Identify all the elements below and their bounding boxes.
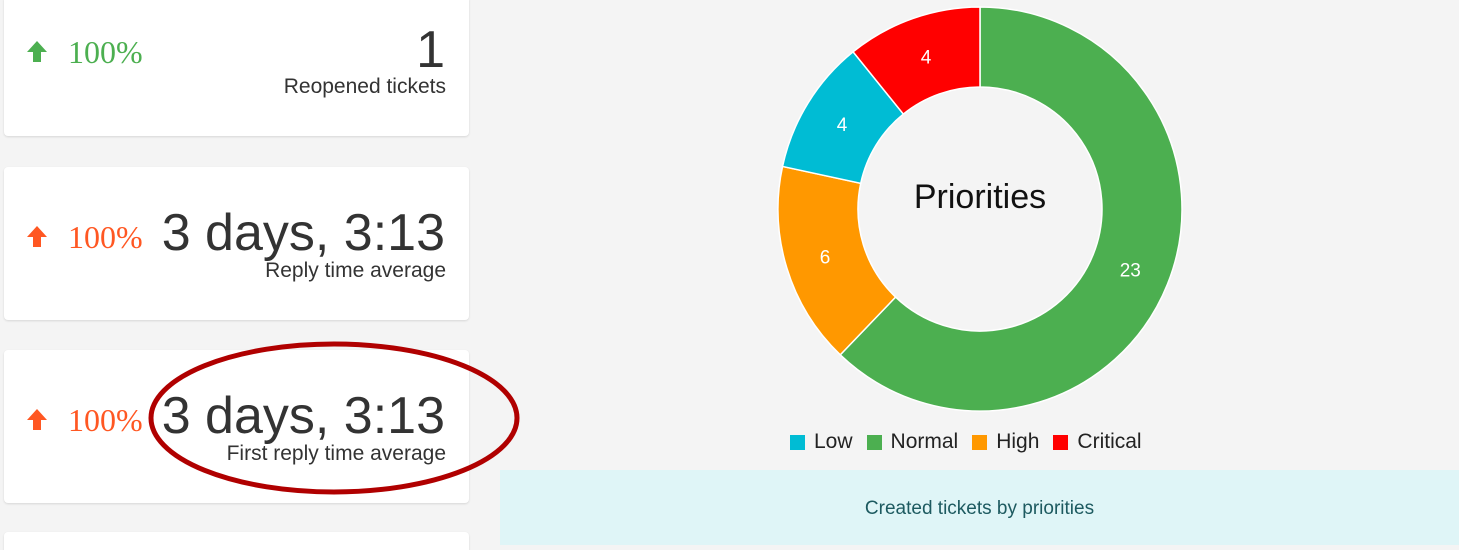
stat-label: Reopened tickets: [283, 75, 446, 98]
trend-percent: 100%: [68, 219, 143, 255]
arrow-up-icon: [27, 41, 47, 62]
trend-indicator: 100%: [26, 404, 143, 436]
slice-label-normal: 23: [1120, 260, 1141, 281]
legend-swatch: [866, 434, 882, 450]
legend-label: Critical: [1077, 430, 1142, 453]
legend-item-low[interactable]: Low: [790, 430, 853, 454]
chart-caption-bar: Created tickets by priorities: [500, 470, 1459, 545]
chart-title: Priorities: [914, 178, 1046, 216]
slice-label-low: 4: [837, 115, 848, 136]
stat-card-reply-time-average: 100% 3 days, 3:13 Reply time average: [4, 167, 469, 320]
slice-label-high: 6: [820, 247, 831, 268]
stat-card-first-reply-time-average: 100% 3 days, 3:13 First reply time avera…: [4, 350, 469, 503]
slice-normal[interactable]: [839, 6, 1183, 412]
chart-legend: Low Normal High Critical: [790, 430, 1156, 454]
trend-indicator: 100%: [26, 36, 143, 68]
trend-percent: 100%: [68, 402, 143, 438]
slice-critical[interactable]: [852, 6, 981, 116]
stat-label: First reply time average: [226, 442, 446, 465]
legend-item-normal[interactable]: Normal: [866, 430, 959, 454]
legend-swatch: [972, 434, 988, 450]
legend-swatch: [790, 434, 805, 450]
legend-label: Low: [814, 430, 853, 453]
legend-swatch: [1053, 434, 1069, 450]
arrow-up-icon: [27, 409, 47, 430]
stat-value: 3 days, 3:13: [161, 204, 445, 262]
arrow-up-icon: [27, 226, 47, 247]
trend-percent: 100%: [68, 34, 143, 70]
stat-card-partial: [4, 532, 469, 550]
slice-label-critical: 4: [921, 47, 932, 68]
stat-value: 1: [416, 21, 445, 79]
stat-card-reopened-tickets: 100% 1 Reopened tickets: [4, 0, 469, 136]
legend-item-critical[interactable]: Critical: [1053, 430, 1142, 454]
trend-indicator: 100%: [26, 221, 143, 253]
legend-label: Normal: [890, 430, 959, 453]
stat-value: 3 days, 3:13: [161, 387, 445, 445]
stat-label: Reply time average: [265, 259, 446, 282]
priorities-doughnut-chart: 23 6 4 4 Priorities: [777, 6, 1183, 412]
chart-caption: Created tickets by priorities: [864, 497, 1095, 519]
legend-item-high[interactable]: High: [972, 430, 1039, 454]
legend-label: High: [996, 430, 1040, 453]
